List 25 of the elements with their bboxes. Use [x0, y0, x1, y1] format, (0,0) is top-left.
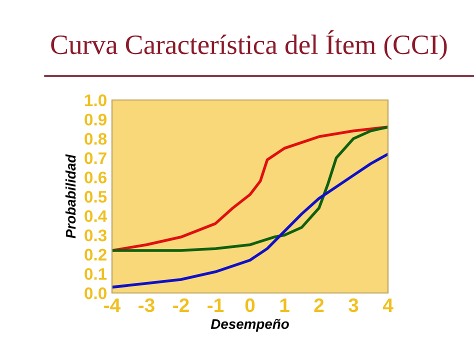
x-tick-label: 0 [245, 298, 255, 312]
y-tick-label: 0.3 [84, 230, 107, 242]
y-tick-label: 0.5 [84, 190, 107, 203]
x-tick-label: -3 [138, 298, 154, 312]
y-tick-label: 0.0 [84, 287, 106, 300]
x-tick-label: 2 [314, 298, 324, 312]
x-tick-label: 3 [348, 298, 358, 312]
y-tick-label: 0.8 [84, 133, 107, 145]
y-tick-label: 0.9 [84, 114, 107, 126]
line-series [112, 152, 388, 289]
x-axis-title: Desempeño [210, 318, 289, 332]
y-tick-label: 0.4 [84, 210, 108, 222]
y-tick-label: 1.0 [85, 94, 106, 106]
x-tick-label: 1 [280, 298, 290, 312]
y-tick-label: 0.1 [84, 268, 107, 280]
x-tick-label: -1 [208, 298, 224, 312]
line-series [112, 126, 388, 252]
x-tick-label: 4 [382, 298, 394, 312]
y-axis-title: Probabilidad [65, 154, 76, 238]
y-tick-label: 0.6 [84, 172, 107, 184]
chart-title: Curva Característica del Ítem (CCI) [51, 30, 447, 60]
y-tick-label: 0.2 [84, 248, 106, 261]
x-tick-label: -2 [173, 298, 189, 312]
x-tick-label: -4 [104, 298, 121, 312]
y-tick-label: 0.7 [84, 152, 106, 164]
